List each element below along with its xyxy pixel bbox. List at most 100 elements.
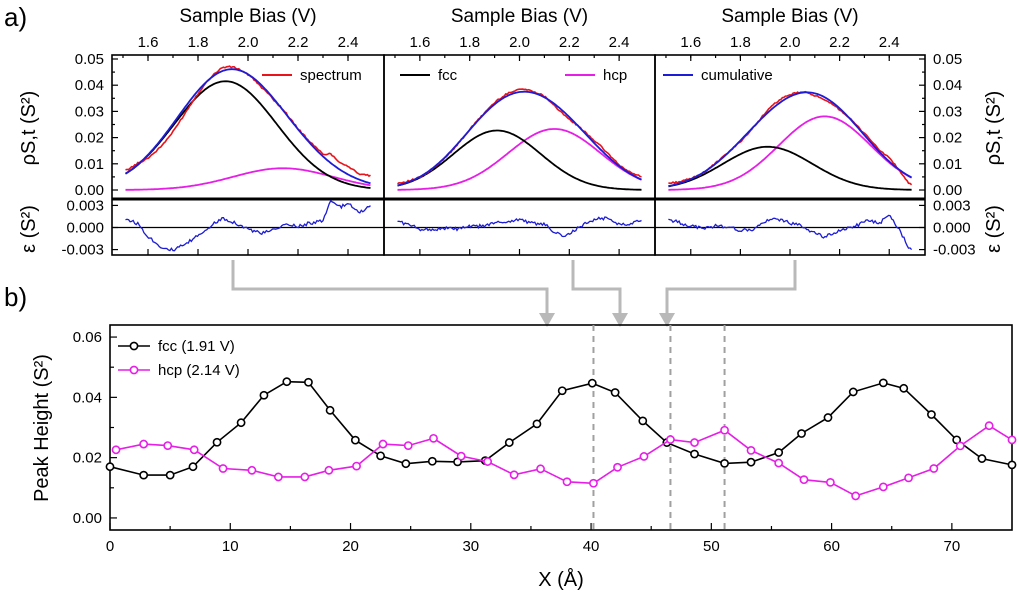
data-point: [212, 437, 222, 447]
data-point: [188, 462, 198, 472]
y-tick-label: 0.06: [73, 329, 102, 346]
x-tick-label: 60: [823, 538, 840, 555]
y-tick-label: 0.05: [75, 51, 104, 68]
legend-label-fcc: fcc: [438, 67, 458, 84]
y-tick-label: -0.003: [933, 242, 976, 259]
data-point: [557, 386, 567, 396]
data-point: [324, 465, 334, 475]
x-tick-label: 2.2: [288, 34, 309, 51]
y-tick-label: 0.00: [933, 182, 962, 199]
y-tick-label: 0.04: [75, 77, 104, 94]
data-point: [236, 418, 246, 428]
guide-path: [231, 260, 549, 317]
data-point: [282, 377, 292, 387]
y-tick-label: 0.00: [75, 182, 104, 199]
data-point: [955, 441, 965, 451]
residual-curve: [125, 199, 371, 252]
data-point: [273, 472, 283, 482]
y-tick-label: 0.02: [933, 130, 962, 147]
data-point: [799, 475, 809, 485]
plot-frame: [109, 324, 1013, 531]
legend-label-cumulative: cumulative: [701, 67, 773, 84]
y-tick-label: 0.000: [66, 220, 104, 237]
panel-1: Sample Bias (V) 1.6 1.8 2.0 2.2 2.4 spectrum: [111, 6, 385, 256]
data-point: [984, 421, 994, 431]
y-tick-label: 0.003: [66, 197, 104, 214]
ylabel-bottom-right: ε (S²): [983, 205, 1005, 253]
y-tick-label: 0.000: [933, 220, 971, 237]
y-tick-label: 0.01: [933, 156, 962, 173]
data-point: [746, 446, 756, 455]
data-point: [352, 461, 361, 471]
series-hcp: hcp (2.14 V): [111, 362, 1017, 501]
data-point: [536, 464, 545, 474]
guide-arrowhead: [612, 313, 628, 327]
axis-title-top: Sample Bias (V): [179, 6, 316, 27]
data-point: [774, 458, 784, 468]
guide-path: [665, 260, 797, 317]
axis-title-top: Sample Bias (V): [451, 6, 588, 27]
x-tick-label: 40: [583, 538, 600, 555]
data-point: [456, 451, 466, 461]
legend-label: fcc (1.91 V): [158, 338, 235, 355]
x-tick-label: 1.8: [188, 34, 209, 51]
data-point: [589, 478, 598, 488]
guide-arrowhead: [539, 313, 555, 327]
x-tick-label: 2.2: [559, 34, 580, 51]
xlabel: X (Å): [538, 568, 584, 591]
x-tick-label: 2.4: [609, 34, 630, 51]
data-point: [139, 470, 149, 480]
y-tick-label: 0.00: [73, 510, 102, 527]
x-tick-label: 50: [703, 538, 720, 555]
ylabel-top-right: ρS,t (S²): [983, 91, 1005, 166]
data-point: [613, 462, 622, 472]
data-point: [139, 439, 149, 449]
legend-label-hcp: hcp: [603, 67, 627, 84]
x-tick-label: 30: [462, 538, 479, 555]
panel-frame: [383, 54, 656, 256]
cumulative-curve: [668, 91, 913, 187]
data-point: [690, 438, 699, 447]
x-tick-label: 2.4: [879, 34, 900, 51]
data-point: [1007, 435, 1017, 445]
guide-path: [571, 260, 622, 317]
chart-b: 0 10 20 30 40 50 60 70 0.00 0.02 0.04 0.06 X (Å) Peak…: [31, 324, 1017, 591]
chart-a: Sample Bias (V)1.6 1.8 2.0 2.2 2.4spectrumSa…: [18, 6, 1005, 259]
data-point: [746, 457, 756, 467]
data-point: [504, 438, 514, 447]
data-point: [929, 464, 939, 473]
data-point: [825, 477, 835, 487]
x-tick-label: 1.8: [730, 34, 751, 51]
data-point: [878, 482, 888, 492]
residual-curve: [397, 216, 642, 238]
series-fcc: fcc (1.91 V): [105, 338, 1017, 480]
axis-title-top: Sample Bias (V): [721, 6, 858, 27]
data-point: [1007, 460, 1017, 470]
x-tick-label: 0: [106, 538, 114, 555]
data-point: [325, 405, 335, 415]
data-point: [610, 388, 620, 397]
data-point: [977, 454, 987, 463]
data-point: [429, 433, 438, 443]
y-tick-label: 0.03: [933, 103, 962, 120]
y-tick-label: 0.003: [933, 197, 971, 214]
data-point: [639, 452, 649, 461]
data-point: [878, 378, 888, 388]
fcc-curve: [668, 145, 912, 191]
y-tick-label: 0.04: [73, 389, 102, 406]
guide-arrowhead: [659, 313, 675, 327]
data-point: [350, 435, 360, 445]
series-line: [115, 424, 1013, 497]
y-tick-label: 0.04: [933, 77, 962, 94]
data-point: [401, 459, 411, 469]
cumulative-curve: [125, 68, 371, 185]
data-point: [532, 419, 542, 429]
x-tick-label: 2.2: [829, 34, 850, 51]
x-tick-label: 1.6: [138, 34, 159, 51]
data-point: [720, 458, 729, 468]
residual-curve: [668, 214, 913, 251]
data-point: [189, 445, 199, 455]
data-point: [304, 377, 313, 387]
data-point: [638, 416, 648, 426]
